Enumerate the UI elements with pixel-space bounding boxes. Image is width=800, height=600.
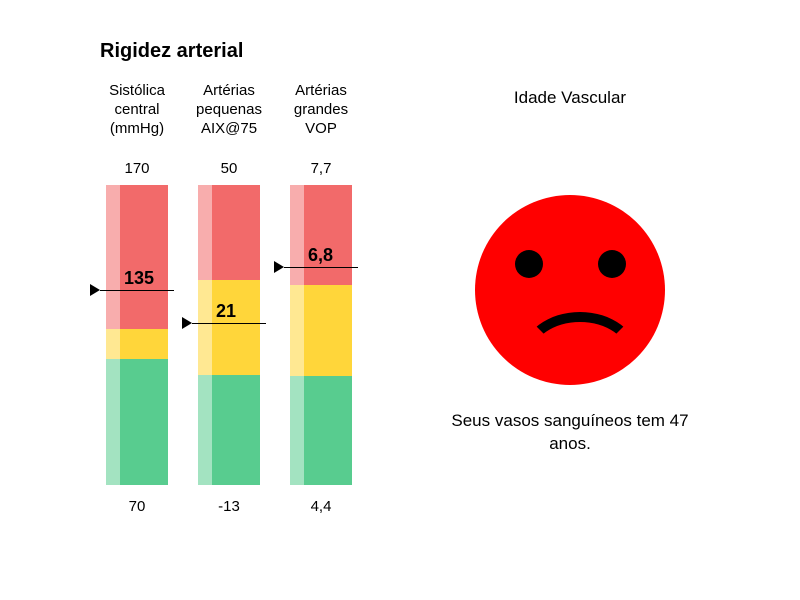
gauge-bar-0 bbox=[106, 185, 168, 485]
col-min-2: 4,4 bbox=[276, 498, 366, 515]
gauge-bar-1 bbox=[198, 185, 260, 485]
marker-arrow-0 bbox=[90, 284, 100, 296]
marker-value-0: 135 bbox=[124, 268, 154, 289]
vascular-age-text: Seus vasos sanguíneos tem 47 anos. bbox=[440, 410, 700, 456]
col-header-0: Sistólica central (mmHg) bbox=[92, 82, 182, 138]
marker-value-2: 6,8 bbox=[308, 245, 333, 266]
col-min-1: -13 bbox=[184, 498, 274, 515]
marker-arrow-1 bbox=[182, 317, 192, 329]
marker-line-1 bbox=[192, 323, 266, 324]
vascular-age-title: Idade Vascular bbox=[440, 88, 700, 108]
col-header-1: Artérias pequenas AIX@75 bbox=[184, 82, 274, 138]
col-header-2: Artérias grandes VOP bbox=[276, 82, 366, 138]
marker-arrow-2 bbox=[274, 261, 284, 273]
eye-right bbox=[598, 250, 626, 278]
page-title: Rigidez arterial bbox=[100, 40, 243, 63]
marker-line-0 bbox=[100, 290, 174, 291]
col-max-2: 7,7 bbox=[276, 160, 366, 177]
marker-value-1: 21 bbox=[216, 301, 236, 322]
bar-light-stripe bbox=[106, 185, 120, 485]
bar-light-stripe bbox=[198, 185, 212, 485]
col-max-0: 170 bbox=[92, 160, 182, 177]
col-max-1: 50 bbox=[184, 160, 274, 177]
col-min-0: 70 bbox=[92, 498, 182, 515]
bar-light-stripe bbox=[290, 185, 304, 485]
marker-line-2 bbox=[284, 267, 358, 268]
eye-left bbox=[515, 250, 543, 278]
gauge-bar-2 bbox=[290, 185, 352, 485]
arterial-stiffness-report: Rigidez arterial Sistólica central (mmHg… bbox=[0, 0, 800, 600]
